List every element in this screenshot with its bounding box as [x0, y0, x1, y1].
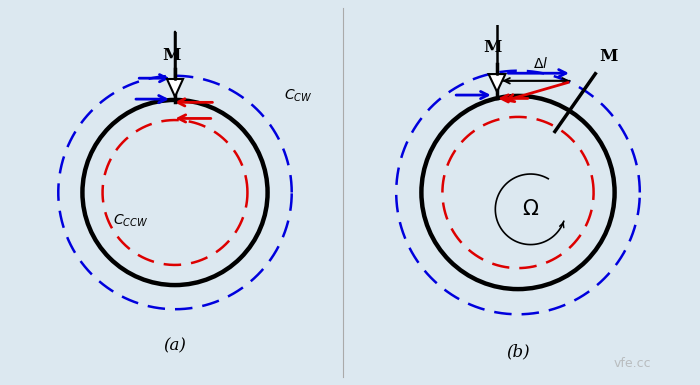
Text: $C_{CW}$: $C_{CW}$ [284, 88, 312, 104]
Text: (a): (a) [164, 337, 186, 354]
Polygon shape [167, 79, 183, 97]
Text: M: M [162, 47, 180, 64]
Text: M: M [484, 38, 502, 55]
Text: M: M [600, 49, 618, 65]
Text: (b): (b) [506, 343, 530, 361]
Text: $\Delta l$: $\Delta l$ [533, 56, 548, 71]
Text: $C_{CCW}$: $C_{CCW}$ [113, 213, 148, 229]
Text: vfe.cc: vfe.cc [613, 357, 651, 370]
Polygon shape [489, 74, 505, 92]
Text: $\Omega$: $\Omega$ [522, 199, 539, 219]
